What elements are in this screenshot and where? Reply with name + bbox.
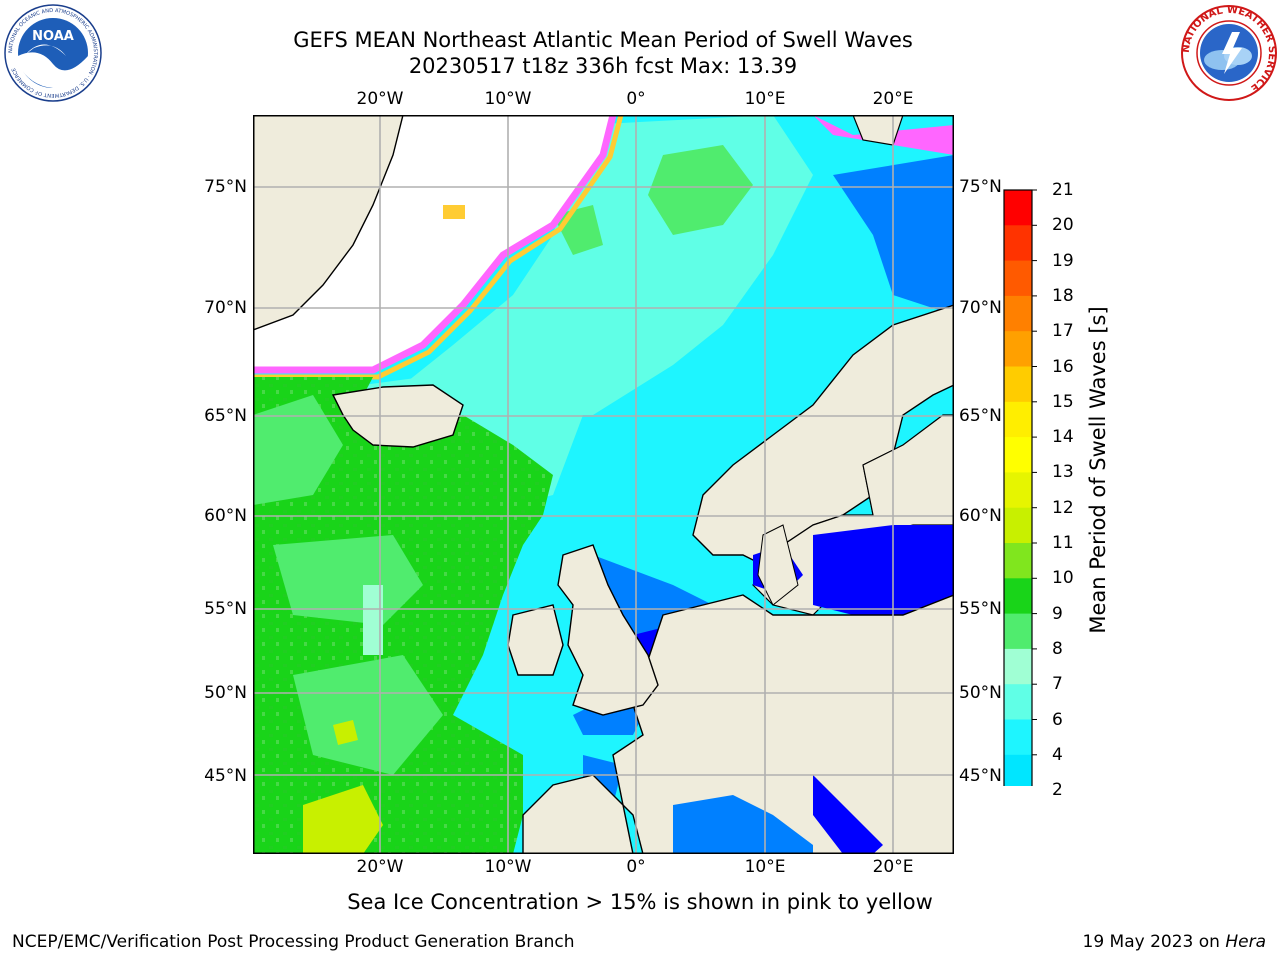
ice-patch: [443, 205, 465, 219]
generation-machine: Hera: [1225, 932, 1266, 952]
colorbar-tick-label: 16: [1052, 356, 1074, 377]
colorbar-tick-label: 18: [1052, 285, 1074, 306]
atlantic-lightgreen-2: [273, 535, 423, 625]
swell-high-region: [333, 720, 358, 745]
colorbar-tick-label: 8: [1052, 638, 1063, 659]
greenland-land: [253, 115, 404, 331]
map-frame: [253, 115, 954, 854]
colorbar-tick-label: 4: [1052, 744, 1063, 765]
adriatic-blue: [813, 775, 883, 854]
lon-tick-bottom-10w: 10°W: [484, 857, 532, 877]
lat-tick-left-65n: 65°N: [204, 406, 247, 426]
mediterranean-blue: [673, 795, 813, 854]
colorbar-tick-label: 2: [1052, 780, 1063, 801]
colorbar-tick-label: 15: [1052, 391, 1074, 412]
colorbar-segment: [1004, 295, 1032, 332]
colorbar-segment: [1004, 260, 1032, 297]
atlantic-lightgreen-3: [293, 655, 443, 775]
colorbar-segment: [1004, 754, 1032, 786]
producer-credit: NCEP/EMC/Verification Post Processing Pr…: [12, 932, 575, 952]
lon-tick-top-0: 0°: [626, 89, 646, 109]
ice-edge-pink: [253, 115, 617, 374]
lat-tick-left-45n: 45°N: [204, 766, 247, 786]
colorbar-tick-label: 19: [1052, 250, 1074, 271]
swell-period-map: [253, 115, 954, 854]
lat-tick-left-75n: 75°N: [204, 177, 247, 197]
lat-tick-right-55n: 55°N: [959, 599, 1002, 619]
nws-logo: NATIONAL WEATHER SERVICE: [1181, 5, 1277, 101]
colorbar-tick-label: 14: [1052, 427, 1074, 448]
colorbar-tick-label: 6: [1052, 709, 1063, 730]
colorbar-tick-label: 9: [1052, 603, 1063, 624]
swell-max-region: [303, 785, 383, 854]
lon-tick-bottom-0: 0°: [626, 857, 646, 877]
colorbar-tick-label: 13: [1052, 462, 1074, 483]
lat-tick-left-55n: 55°N: [204, 599, 247, 619]
sea-ice-note: Sea Ice Concentration > 15% is shown in …: [347, 890, 933, 914]
colorbar-tick-label: 10: [1052, 568, 1074, 589]
lat-tick-right-75n: 75°N: [959, 177, 1002, 197]
iberia-land: [522, 774, 634, 854]
noaa-logo: NOAA NATIONAL OCEANIC AND ATMOSPHERIC AD…: [4, 4, 102, 102]
lon-tick-bottom-20w: 20°W: [356, 857, 404, 877]
lon-tick-top-10e: 10°E: [744, 89, 786, 109]
lon-tick-bottom-10e: 10°E: [744, 857, 786, 877]
colorbar-segment: [1004, 719, 1032, 756]
colorbar-segment: [1004, 190, 1032, 226]
colorbar-label: Mean Period of Swell Waves [s]: [1086, 306, 1110, 634]
colorbar-segment: [1004, 225, 1032, 262]
forecast-subtitle: 20230517 t18z 336h fcst Max: 13.39: [408, 54, 798, 78]
baltic-sea-blue: [813, 525, 954, 615]
ice-edge-yellow: [253, 115, 624, 380]
lon-tick-bottom-20e: 20°E: [872, 857, 914, 877]
colorbar-segment: [1004, 472, 1032, 509]
lon-tick-top-10w: 10°W: [484, 89, 532, 109]
lat-tick-right-45n: 45°N: [959, 766, 1002, 786]
chart-title: GEFS MEAN Northeast Atlantic Mean Period…: [293, 28, 913, 52]
colorbar-segment: [1004, 613, 1032, 650]
atlantic-lightgreen-1: [253, 395, 343, 505]
jutland-land: [757, 524, 799, 606]
colorbar-segment: [1004, 437, 1032, 473]
colorbar-segment: [1004, 507, 1032, 544]
lat-tick-right-70n: 70°N: [959, 298, 1002, 318]
colorbar-segment: [1004, 684, 1032, 720]
generation-date: 19 May 2023 on Hera: [1083, 932, 1267, 952]
noaa-logo-text: NOAA: [32, 29, 74, 44]
colorbar-tick-label: 17: [1052, 321, 1074, 342]
lat-tick-right-65n: 65°N: [959, 406, 1002, 426]
colorbar-tick-label: 21: [1052, 180, 1074, 200]
generation-date-text: 19 May 2023 on: [1082, 932, 1226, 952]
colorbar-tick-label: 20: [1052, 215, 1074, 236]
colorbar-segment: [1004, 331, 1032, 367]
colorbar-tick-label: 12: [1052, 497, 1074, 518]
map-graticule: [253, 115, 954, 854]
colorbar-segment: [1004, 578, 1032, 615]
atlantic-cyan-streak: [363, 585, 383, 655]
lon-tick-top-20w: 20°W: [356, 89, 404, 109]
colorbar-tick-label: 11: [1052, 533, 1074, 553]
colorbar-segment: [1004, 648, 1032, 685]
colorbar-segment: [1004, 401, 1032, 438]
lat-tick-left-60n: 60°N: [204, 506, 247, 526]
lon-tick-top-20e: 20°E: [872, 89, 914, 109]
sea-region-green-north: [648, 145, 753, 235]
colorbar-tick-label: 7: [1052, 674, 1063, 695]
lat-tick-left-70n: 70°N: [204, 298, 247, 318]
lat-tick-left-50n: 50°N: [204, 683, 247, 703]
europe-mainland: [612, 594, 954, 854]
ireland-land: [507, 604, 564, 676]
colorbar-segment: [1004, 366, 1032, 403]
great-britain-land: [557, 544, 659, 716]
lat-tick-right-60n: 60°N: [959, 506, 1002, 526]
lat-tick-right-50n: 50°N: [959, 683, 1002, 703]
colorbar: [1003, 189, 1037, 786]
colorbar-segment: [1004, 543, 1032, 579]
